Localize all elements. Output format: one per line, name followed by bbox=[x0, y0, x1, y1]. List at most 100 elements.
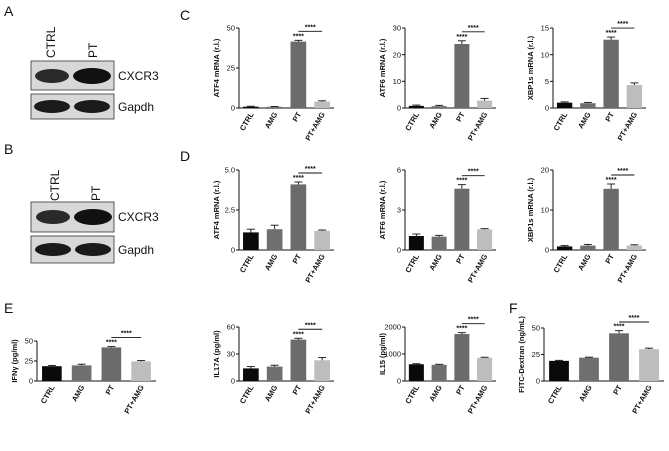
chart-d-xbp1s: 0 10 20 XBP1s mRNA (r.l.) CTRL AMG PT PT+AMG ***… bbox=[526, 166, 646, 284]
bar-amg bbox=[431, 106, 447, 108]
significance-stars: **** bbox=[456, 34, 467, 41]
y-axis-label: XBP1s mRNA (r.l.) bbox=[526, 35, 535, 100]
band-ctrl-gapdh bbox=[35, 243, 71, 256]
x-tick-label: PT+AMG bbox=[303, 383, 327, 415]
x-tick-label: AMG bbox=[263, 383, 280, 403]
bar-ctrl bbox=[408, 364, 424, 381]
chart-d-atf4: 0 2.5 5.0 ATF4 mRNA (r.l.) CTRL AMG PT PT+AMG **… bbox=[212, 166, 334, 284]
x-tick-label: PT+AMG bbox=[303, 110, 327, 142]
y-tick-label: 25 bbox=[532, 350, 540, 359]
y-tick-label: 25 bbox=[227, 64, 235, 73]
bracket-stars: **** bbox=[617, 21, 628, 28]
y-axis-label: ATF6 mRNA (r.l.) bbox=[378, 180, 387, 239]
y-tick-label: 1000 bbox=[384, 350, 401, 359]
bar-pt bbox=[603, 39, 619, 108]
x-tick-label: PT bbox=[603, 252, 616, 265]
y-tick-label: 20 bbox=[541, 166, 549, 175]
x-tick-label: PT bbox=[454, 110, 467, 123]
chart-c-atf6: 0 10 20 30 ATF6 mRNA (r.l.) CTRL AMG PT PT+AMG **… bbox=[378, 24, 496, 142]
x-tick-label: CTRL bbox=[39, 383, 57, 405]
bar-pt bbox=[454, 334, 470, 381]
x-tick-label: PT+AMG bbox=[466, 110, 490, 142]
bracket-stars: **** bbox=[468, 169, 479, 176]
bar-pt-amg bbox=[477, 357, 493, 381]
band-pt-cxcr3 bbox=[73, 68, 111, 84]
bar-pt bbox=[290, 41, 307, 108]
band-pt-gapdh bbox=[75, 243, 111, 256]
bracket-stars: **** bbox=[305, 322, 316, 329]
band-pt-cxcr3 bbox=[74, 209, 112, 225]
lane-label-ctrl: CTRL bbox=[48, 169, 62, 201]
y-tick-label: 0 bbox=[397, 104, 401, 113]
significance-stars: **** bbox=[293, 175, 304, 182]
y-axis-label: ATF6 mRNA (r.l.) bbox=[378, 38, 387, 97]
bar-amg bbox=[580, 103, 596, 108]
x-tick-label: PT+AMG bbox=[466, 383, 490, 415]
band-ctrl-gapdh bbox=[34, 100, 70, 113]
y-tick-label: 0 bbox=[397, 246, 401, 255]
significance-stars: **** bbox=[606, 177, 617, 184]
panel-label-d: D bbox=[180, 148, 190, 164]
x-tick-label: AMG bbox=[427, 383, 444, 403]
bar-pt-amg bbox=[314, 230, 330, 250]
significance-stars: **** bbox=[456, 326, 467, 333]
x-tick-label: PT+AMG bbox=[303, 252, 327, 284]
bar-amg bbox=[579, 357, 599, 381]
y-axis-label: XBP1s mRNA (r.l.) bbox=[526, 177, 535, 242]
bar-pt bbox=[454, 188, 470, 250]
y-tick-label: 15 bbox=[541, 24, 549, 33]
bar-ctrl bbox=[243, 106, 259, 108]
y-tick-label: 50 bbox=[227, 24, 235, 33]
bar-pt-amg bbox=[477, 100, 493, 108]
x-tick-label: AMG bbox=[263, 252, 280, 272]
y-tick-label: 10 bbox=[541, 50, 549, 59]
x-tick-label: PT bbox=[454, 252, 467, 265]
x-tick-label: AMG bbox=[576, 110, 593, 130]
x-tick-label: PT bbox=[454, 383, 467, 396]
bar-amg bbox=[266, 366, 283, 381]
bar-ctrl bbox=[556, 102, 573, 108]
significance-stars: **** bbox=[456, 178, 467, 185]
y-tick-label: 0 bbox=[231, 246, 235, 255]
bar-ctrl bbox=[408, 105, 424, 108]
bar-ctrl bbox=[408, 236, 424, 250]
lane-label-ctrl: CTRL bbox=[44, 26, 58, 58]
bar-pt-amg bbox=[626, 245, 643, 250]
x-tick-label: PT+AMG bbox=[122, 383, 146, 415]
y-tick-label: 5.0 bbox=[225, 166, 235, 175]
bar-ctrl bbox=[556, 246, 573, 250]
bracket-stars: **** bbox=[305, 166, 316, 173]
x-tick-label: CTRL bbox=[546, 383, 564, 405]
bar-pt bbox=[290, 339, 307, 381]
panel-label-a: A bbox=[4, 3, 14, 19]
bar-pt-amg bbox=[131, 361, 151, 381]
x-tick-label: PT+AMG bbox=[630, 383, 654, 415]
bar-pt-amg bbox=[626, 85, 643, 108]
y-tick-label: 3 bbox=[397, 206, 401, 215]
y-tick-label: 2.5 bbox=[225, 206, 235, 215]
bar-pt bbox=[603, 188, 619, 250]
x-tick-label: AMG bbox=[263, 110, 280, 130]
x-tick-label: AMG bbox=[427, 252, 444, 272]
x-tick-label: PT+AMG bbox=[616, 110, 640, 142]
band-label-cxcr3: CXCR3 bbox=[118, 69, 159, 83]
bar-amg bbox=[580, 245, 596, 250]
band-ctrl-cxcr3 bbox=[35, 69, 69, 83]
x-tick-label: CTRL bbox=[238, 383, 256, 405]
x-tick-label: CTRL bbox=[238, 252, 256, 274]
bar-amg bbox=[266, 229, 283, 250]
bar-pt-amg bbox=[314, 360, 330, 381]
y-axis-label: ATF4 mRNA (r.l.) bbox=[212, 180, 221, 239]
y-axis-label: FITC-Dextran (ng/mL) bbox=[517, 316, 526, 393]
y-tick-label: 0 bbox=[545, 246, 549, 255]
y-axis-label: ATF4 mRNA (r.l.) bbox=[212, 38, 221, 97]
y-tick-label: 30 bbox=[393, 24, 401, 33]
y-tick-label: 0 bbox=[29, 377, 33, 386]
y-axis-label: IFNγ (pg/ml) bbox=[10, 339, 19, 383]
x-tick-label: CTRL bbox=[552, 110, 570, 132]
bar-ctrl bbox=[549, 360, 569, 381]
y-tick-label: 25 bbox=[25, 357, 33, 366]
x-tick-label: CTRL bbox=[403, 252, 421, 274]
x-tick-label: PT bbox=[603, 110, 616, 123]
x-tick-label: AMG bbox=[576, 252, 593, 272]
